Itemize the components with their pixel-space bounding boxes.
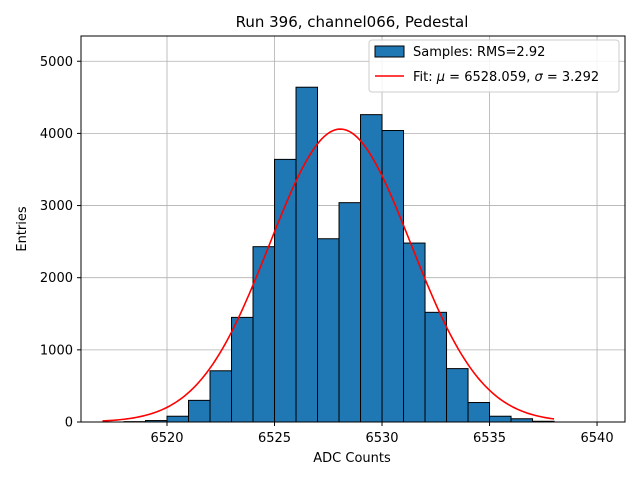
histogram-bar xyxy=(295,86,319,423)
legend-fit-label: Fit: μ = 6528.059, σ = 3.292 xyxy=(413,70,599,85)
y-tick-label: 5000 xyxy=(40,55,73,70)
histogram-bar xyxy=(188,399,211,423)
x-axis-label: ADC Counts xyxy=(313,451,391,466)
histogram-bar xyxy=(489,415,512,423)
histogram-bar xyxy=(231,316,254,423)
legend-histogram-swatch xyxy=(374,45,405,58)
legend-histogram-label: Samples: RMS=2.92 xyxy=(413,45,545,60)
y-tick-label: 0 xyxy=(65,416,73,431)
y-axis-label: Entries xyxy=(15,206,30,252)
histogram-bar xyxy=(274,158,297,423)
legend-box xyxy=(368,39,620,93)
histogram-bar xyxy=(424,311,448,423)
histogram-bar xyxy=(317,238,340,423)
histogram-bar xyxy=(446,368,469,423)
gaussian-fit-curve xyxy=(102,128,555,422)
legend: Samples: RMS=2.92 Fit: μ = 6528.059, σ =… xyxy=(368,39,620,93)
y-axis-ticks: 0 1000 2000 3000 4000 5000 xyxy=(40,55,81,431)
histogram-bar xyxy=(467,402,491,423)
y-tick-label: 1000 xyxy=(40,343,73,358)
x-tick-label: 6535 xyxy=(473,431,506,446)
histogram-bar xyxy=(360,114,383,423)
histogram-bars xyxy=(123,86,555,423)
x-tick-label: 6540 xyxy=(581,431,614,446)
x-tick-label: 6520 xyxy=(150,431,183,446)
x-tick-label: 6525 xyxy=(258,431,291,446)
y-tick-label: 2000 xyxy=(40,271,73,286)
histogram-bar xyxy=(338,202,362,423)
y-tick-label: 4000 xyxy=(40,127,73,142)
histogram-bar xyxy=(252,246,276,423)
x-tick-label: 6530 xyxy=(365,431,398,446)
chart-title: Run 396, channel066, Pedestal xyxy=(236,13,469,31)
x-axis-ticks: 6520 6525 6530 6535 6540 xyxy=(150,422,614,446)
y-tick-label: 3000 xyxy=(40,199,73,214)
plot-area-frame xyxy=(80,35,626,423)
histogram-bar xyxy=(209,370,233,423)
histogram-bar xyxy=(381,130,405,423)
histogram-bar xyxy=(166,415,190,423)
